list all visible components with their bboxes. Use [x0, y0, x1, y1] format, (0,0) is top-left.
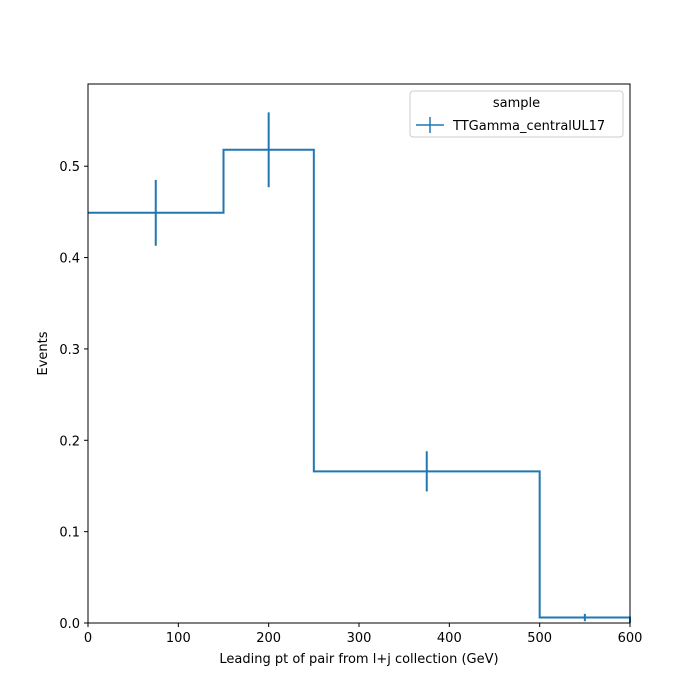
x-tick-label: 500: [527, 631, 552, 646]
x-tick-label: 200: [256, 631, 281, 646]
legend-title: sample: [493, 96, 540, 111]
y-tick-label: 0.1: [59, 526, 80, 541]
y-tick-label: 0.0: [59, 617, 80, 632]
plot-area: [88, 112, 631, 623]
y-tick-label: 0.2: [59, 434, 80, 449]
x-tick-label: 400: [437, 631, 462, 646]
x-tick-label: 600: [618, 631, 643, 646]
x-tick-label: 300: [347, 631, 372, 646]
y-tick-label: 0.5: [59, 160, 80, 175]
y-tick-label: 0.4: [59, 252, 80, 267]
legend-box: [409, 90, 624, 138]
legend-entry-label: TTGamma_centralUL17: [452, 119, 605, 134]
y-axis-label: Events: [36, 331, 51, 375]
x-axis-label: Leading pt of pair from l+j collection (…: [219, 652, 498, 667]
histogram-step-line: [88, 148, 631, 623]
axes-frame: [87, 83, 631, 624]
x-axis: 0 100 200 300 400 500 600: [84, 623, 643, 646]
x-tick-label: 0: [84, 631, 92, 646]
x-tick-label: 100: [166, 631, 191, 646]
y-axis: 0.0 0.1 0.2 0.3 0.4 0.5: [59, 160, 88, 632]
y-tick-label: 0.3: [59, 343, 80, 358]
legend: sample TTGamma_centralUL17: [409, 90, 624, 138]
